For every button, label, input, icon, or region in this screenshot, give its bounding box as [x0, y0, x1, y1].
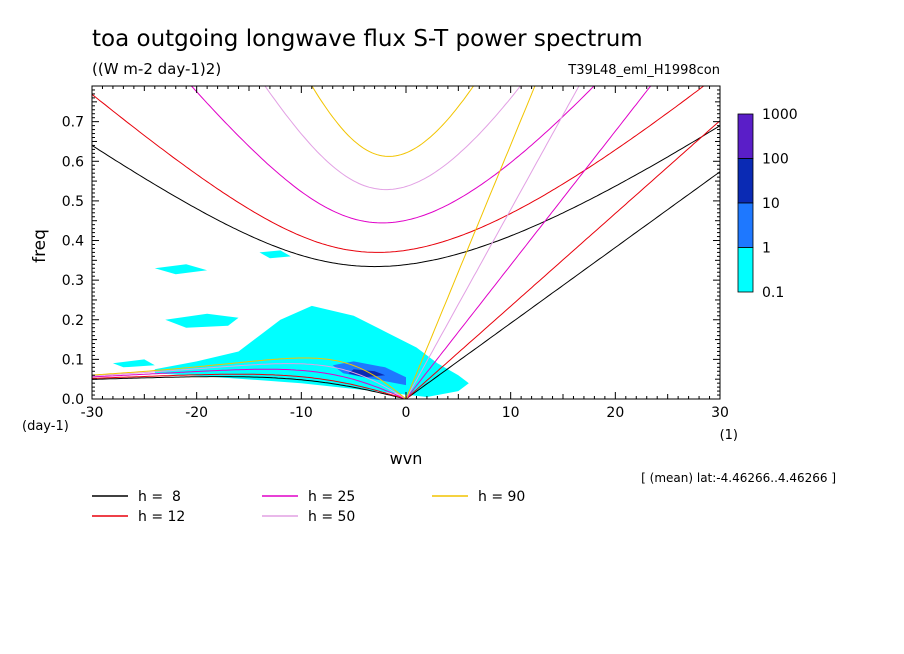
contour-region-2 — [154, 264, 208, 275]
curve-ig-h90 — [311, 86, 475, 157]
colorbar-segment — [737, 247, 754, 293]
y-tick-label: 0.1 — [62, 352, 84, 368]
curve-kelvin-h12 — [405, 120, 720, 399]
x-tick-label: -30 — [81, 405, 104, 421]
x-axis-unit: (1) — [720, 428, 738, 443]
colorbar-label: 0.1 — [762, 285, 784, 301]
contour-region-1 — [165, 313, 239, 328]
x-tick-label: -10 — [290, 405, 313, 421]
chart-subtitle: ((W m-2 day-1)2) — [92, 60, 221, 78]
legend-label: h = 12 — [138, 509, 185, 525]
curve-kelvin-h50 — [405, 86, 580, 399]
y-tick-label: 0.3 — [62, 273, 84, 289]
curve-rossby-h25 — [92, 368, 407, 399]
colorbar-label: 1 — [762, 241, 771, 257]
y-tick-label: 0.5 — [62, 194, 84, 210]
contour-region-7 — [348, 369, 386, 378]
run-label: T39L48_eml_H1998con — [567, 63, 720, 78]
y-tick-label: 0.2 — [62, 313, 84, 329]
x-tick-label: 0 — [402, 405, 411, 421]
curve-ig-h50 — [264, 86, 522, 191]
y-tick-label: 0.6 — [62, 154, 84, 170]
curve-ig-h12 — [92, 86, 705, 253]
legend-label: h = 8 — [138, 489, 181, 505]
curve-kelvin-h90 — [405, 86, 536, 399]
y-tick-label: 0.7 — [62, 115, 84, 131]
x-tick-label: 20 — [606, 405, 624, 421]
legend-label: h = 90 — [478, 489, 525, 505]
y-tick-label: 0.0 — [62, 392, 84, 408]
curve-rossby-h8 — [92, 376, 407, 399]
chart-title: toa outgoing longwave flux S-T power spe… — [92, 26, 643, 52]
y-axis-label: freq — [30, 229, 50, 263]
colorbar-label: 1000 — [762, 107, 798, 123]
colorbar-segment — [737, 113, 754, 159]
legend-label: h = 25 — [308, 489, 355, 505]
dispersion-curves — [92, 86, 720, 399]
curve-rossby-h50 — [92, 363, 407, 399]
x-axis: -30 -20 -10 0 10 20 30 — [81, 86, 729, 421]
colorbar-segment — [737, 158, 754, 204]
colorbar-label: 100 — [762, 152, 789, 168]
curve-kelvin-h25 — [405, 86, 652, 399]
y-axis-unit: (day-1) — [22, 419, 69, 434]
y-axis: 0.0 0.1 0.2 0.3 0.4 0.5 0.6 0.7 — [62, 89, 720, 408]
contour-region-3 — [112, 359, 155, 368]
curve-rossby-h12 — [92, 373, 407, 399]
footnote: [ (mean) lat:-4.46266..4.46266 ] — [641, 471, 836, 485]
legend: h = 8 h = 12 h = 25 h = 50 h = 90 — [92, 489, 525, 525]
colorbar-segment — [737, 202, 754, 248]
contour-region-5 — [259, 250, 291, 259]
curve-rossby-h90 — [92, 357, 407, 399]
colorbar: 1000 100 10 1 0.1 — [737, 107, 798, 301]
y-tick-label: 0.4 — [62, 234, 84, 250]
x-tick-label: 10 — [502, 405, 520, 421]
legend-label: h = 50 — [308, 509, 355, 525]
x-tick-label: -20 — [185, 405, 208, 421]
contour-region-4 — [311, 345, 365, 354]
curve-ig-h8 — [92, 125, 720, 268]
curve-kelvin-h8 — [405, 171, 720, 399]
colorbar-label: 10 — [762, 196, 780, 212]
x-axis-label: wvn — [390, 449, 423, 468]
x-tick-label: 30 — [711, 405, 729, 421]
